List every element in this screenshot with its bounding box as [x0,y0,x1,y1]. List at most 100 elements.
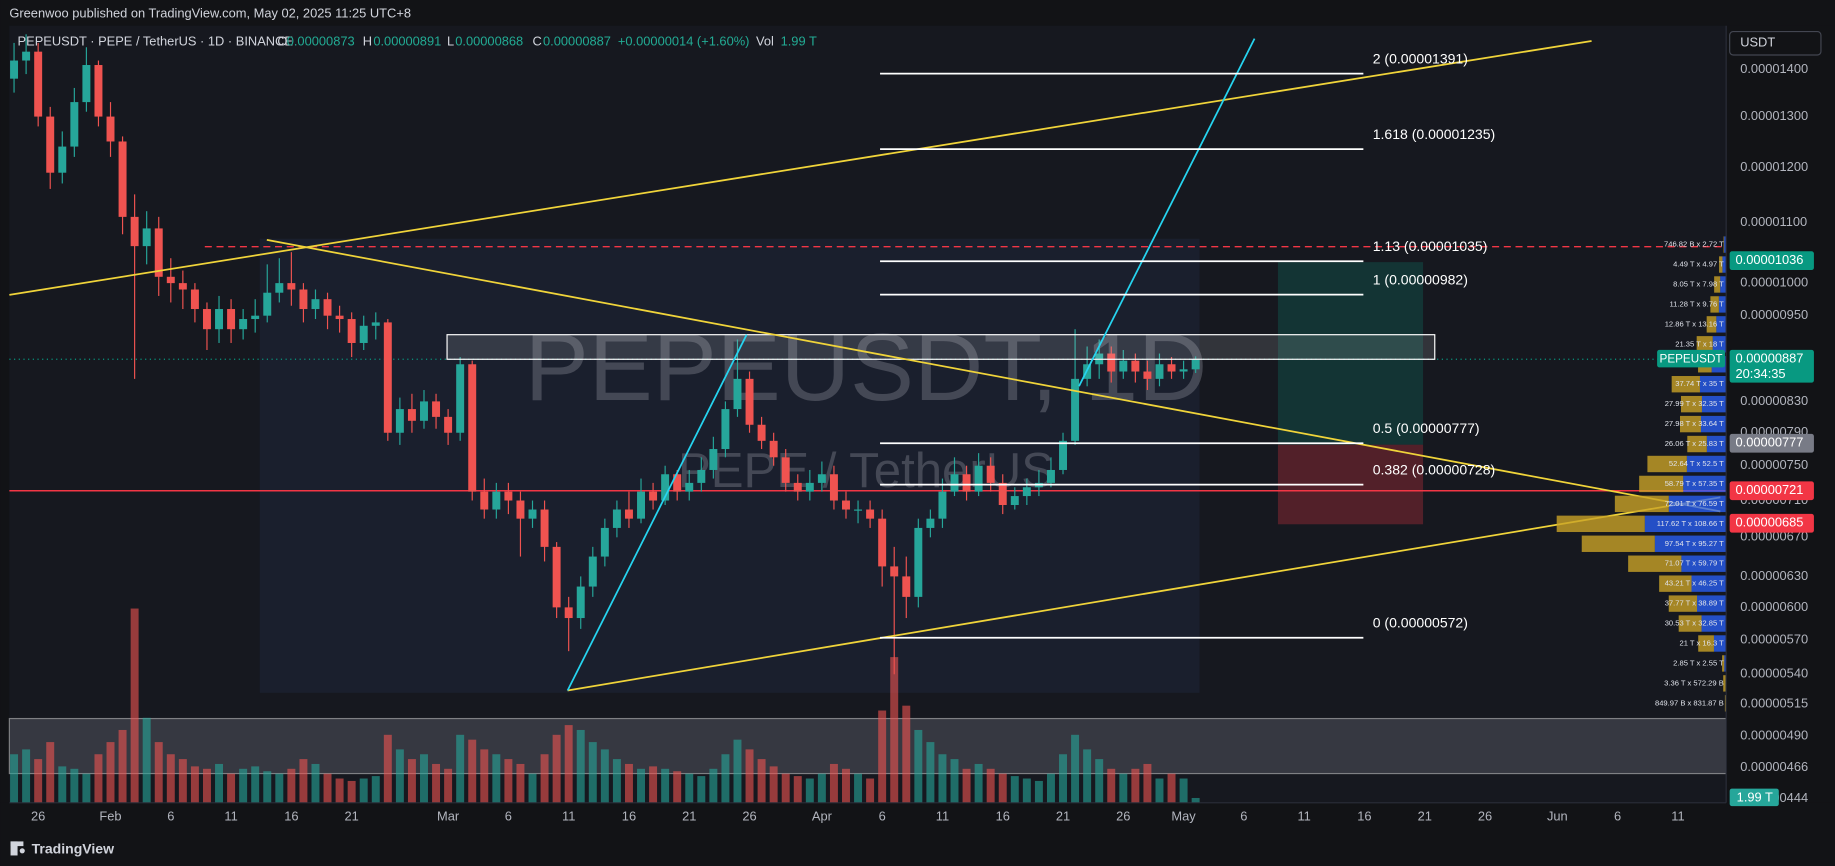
candle-body [347,319,356,343]
profile-label: 2.85 T x 2.55 T [1673,658,1724,667]
price-label-box [1729,513,1814,533]
candle-body [600,527,609,557]
volume-bar [1071,734,1080,803]
price-axis [1726,25,1835,803]
published: Greenwoo published on TradingView.com, M… [9,5,411,20]
volume-bar [1143,763,1152,803]
volume-bar [673,771,682,803]
candle-body [866,509,875,519]
volume-bar [878,710,887,803]
legend-value: 0.00000873 [287,34,355,49]
volume-bar [528,773,537,803]
volume-bar [588,742,597,803]
candle-body [721,409,730,450]
profile-label: 3.36 T x 572.29 B [1664,678,1724,687]
fib-label: 1.618 (0.00001235) [1373,126,1496,142]
profile-label: 117.62 T x 108.66 T [1657,519,1724,528]
symbol-tag: PEPEUSDT [1660,352,1723,365]
projection-line [1078,38,1256,387]
profile-label: 746.82 B x 2.72 T [1664,240,1724,249]
x-tick-label: 16 [622,808,636,823]
volume-bar [721,754,730,803]
x-tick-label: Jun [1547,808,1568,823]
legend-key: H [363,34,372,49]
candle-body [1071,378,1080,441]
candle-body [10,60,19,79]
profile-label: 4.49 T x 4.97 T [1673,260,1724,269]
volume-bar [106,742,115,803]
profile-up [1628,555,1682,572]
price-label-box [1729,251,1814,271]
profile-label: 37.77 T x 38.89 T [1665,599,1724,608]
volume-bar [781,773,790,803]
volume-bar [1034,780,1043,803]
volume-bar [661,768,670,803]
candle-body [407,409,416,421]
x-tick-label: 16 [284,808,298,823]
candle-body [974,465,983,492]
candle-body [938,491,947,519]
candle-body [142,228,151,247]
volume-bar [1010,776,1019,803]
y-tick-label: 0.00001200 [1740,159,1808,174]
candle-body [480,491,489,510]
volume-bar [58,766,67,803]
volume-bar [166,754,175,803]
fib-label: 2 (0.00001391) [1373,50,1468,66]
volume-bar [94,754,103,803]
volume-bar [697,776,706,803]
legend-volume: 1.99 T [781,34,817,49]
candle-body [962,474,971,492]
candle-body [227,309,236,330]
volume-bar [239,768,248,803]
profile-label: 97.54 T x 95.27 T [1665,539,1724,548]
candle-body [34,51,43,117]
candle-body [420,401,428,421]
range-box [446,334,1436,360]
candle-body [154,228,163,277]
volume-bar [383,734,392,803]
candle-body [371,322,380,326]
fib-label: 0.5 (0.00000777) [1373,420,1480,436]
volume-bar [359,778,368,803]
volume-bar [854,773,863,803]
profile-down [1713,635,1727,652]
volume-bar [468,739,477,803]
candle-body [854,509,863,511]
volume-bar [540,754,549,803]
candle-body [58,146,67,173]
candle-body [745,378,754,425]
profile-down [1654,535,1727,552]
candle-body [986,465,995,483]
volume-bar [504,759,513,803]
volume-bar [938,754,947,803]
y-tick-label: 0.00001100 [1740,214,1807,229]
volume-bar [190,766,199,803]
x-tick-label: 6 [505,808,512,823]
profile-down [1691,575,1727,592]
profile-label: 21.35 T x 18 T [1675,339,1724,348]
candle-body [215,309,224,330]
profile-down [1718,296,1727,313]
legend-symbol: PEPEUSDT · PEPE / TetherUS · 1D · BINANC… [18,34,294,49]
candle-body [1131,360,1140,372]
volume-bar [1131,768,1140,803]
candle-body [588,556,597,587]
y-tick-label: 0.00000950 [1740,307,1808,322]
legend-value: 0.00000887 [543,34,611,49]
x-tick-label: 26 [1116,808,1130,823]
candle-body [697,469,706,483]
volume-bar [335,778,344,803]
volume-bar [82,773,91,803]
volume-bar [829,763,838,803]
y-tick-label: 0.00000750 [1740,457,1808,472]
profile-up [1671,376,1700,393]
volume-bar [986,768,995,803]
candle-body [335,315,344,320]
profile-label: 26.06 T x 25.83 T [1665,439,1724,448]
profile-up [1680,415,1701,433]
last-price-box [1729,349,1814,383]
watermark-subtitle: PEPE / TetherUS [678,444,1054,498]
volume-bar [685,773,694,803]
volume-bar [612,759,621,803]
